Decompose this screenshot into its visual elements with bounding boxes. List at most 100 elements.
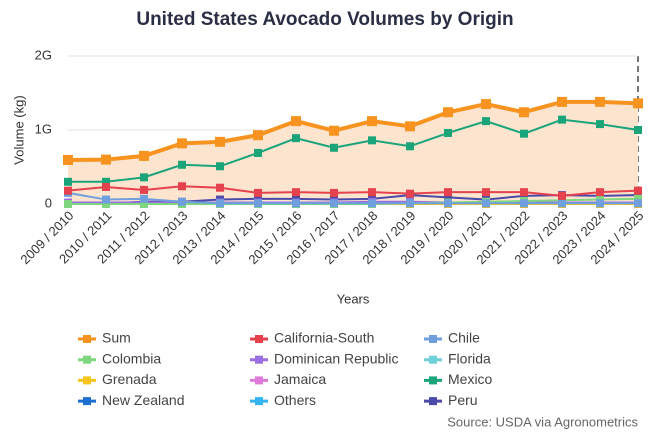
marker [253, 130, 263, 141]
legend-marker [255, 397, 263, 406]
source: Source: USDA via Agronometrics [447, 414, 638, 429]
marker [444, 193, 452, 202]
marker [101, 154, 111, 165]
marker [292, 188, 300, 197]
marker [292, 134, 300, 143]
marker [520, 188, 528, 197]
legend-marker [83, 355, 91, 364]
marker [216, 162, 224, 171]
legend-label: Colombia [102, 350, 161, 366]
marker [596, 188, 604, 197]
marker [140, 200, 148, 208]
marker [482, 188, 490, 197]
legend-label: Chile [448, 330, 480, 346]
marker [596, 120, 604, 129]
marker [102, 200, 110, 208]
legend-marker [255, 355, 263, 364]
marker [330, 188, 338, 197]
legend-label: New Zealand [102, 392, 185, 408]
marker [405, 121, 415, 132]
marker [178, 160, 186, 169]
legend-marker [255, 335, 263, 343]
x-axis-label: Years [337, 291, 370, 306]
marker [64, 177, 72, 186]
marker [254, 148, 262, 157]
marker [633, 98, 643, 109]
marker [63, 154, 73, 165]
marker [254, 199, 262, 208]
marker [558, 199, 566, 208]
area [68, 101, 638, 204]
legend-marker [429, 376, 437, 385]
legend-marker [83, 397, 91, 406]
series-line [67, 185, 639, 197]
legend-label: California-South [274, 330, 374, 346]
legend-label: Peru [448, 392, 478, 408]
y-axis-label: Volume (kg) [11, 95, 26, 164]
marker [64, 200, 72, 208]
marker [330, 143, 338, 152]
marker [444, 188, 452, 197]
legend-marker [429, 355, 437, 364]
marker [482, 117, 490, 126]
legend-marker [255, 376, 263, 385]
legend-label: Mexico [448, 371, 493, 387]
y-tick-label: 1G [35, 121, 52, 136]
marker [634, 194, 642, 203]
marker [368, 199, 376, 208]
marker [140, 185, 148, 194]
marker [558, 191, 566, 200]
series-line [68, 118, 639, 183]
marker [596, 199, 604, 208]
marker [178, 197, 186, 206]
marker [254, 188, 262, 197]
marker [520, 199, 528, 208]
marker [444, 199, 452, 208]
marker [139, 150, 149, 161]
marker [102, 182, 110, 191]
marker [482, 199, 490, 208]
marker [216, 199, 224, 208]
marker [367, 116, 377, 127]
legend-marker [83, 376, 91, 385]
marker [444, 128, 452, 137]
marker [634, 126, 642, 134]
marker [102, 195, 110, 204]
marker [64, 186, 72, 195]
y-tick-label: 0 [45, 195, 52, 210]
marker [595, 96, 605, 107]
marker [406, 199, 414, 208]
legend-label: Jamaica [274, 371, 326, 387]
marker [368, 136, 376, 145]
marker [520, 129, 528, 138]
series-line [67, 191, 638, 205]
marker [406, 142, 414, 151]
marker [406, 189, 414, 198]
marker [558, 115, 566, 124]
marker [330, 199, 338, 208]
legend-label: Dominican Republic [274, 350, 399, 366]
marker [102, 177, 110, 186]
legend-marker [429, 397, 437, 406]
legend-marker [83, 335, 91, 343]
marker [557, 96, 567, 107]
marker [292, 199, 300, 208]
marker [215, 136, 225, 147]
legend-label: Sum [102, 330, 131, 346]
marker [140, 173, 148, 182]
legend-label: Florida [448, 350, 491, 366]
marker [519, 107, 529, 118]
marker [481, 99, 491, 110]
legend-marker [429, 335, 437, 343]
marker [443, 107, 453, 118]
series-line [67, 99, 639, 162]
marker [140, 194, 148, 203]
marker [291, 116, 301, 127]
marker [177, 138, 187, 149]
marker [368, 188, 376, 197]
marker [216, 183, 224, 192]
marker [634, 186, 642, 195]
marker [634, 199, 642, 208]
legend-label: Others [274, 392, 316, 408]
